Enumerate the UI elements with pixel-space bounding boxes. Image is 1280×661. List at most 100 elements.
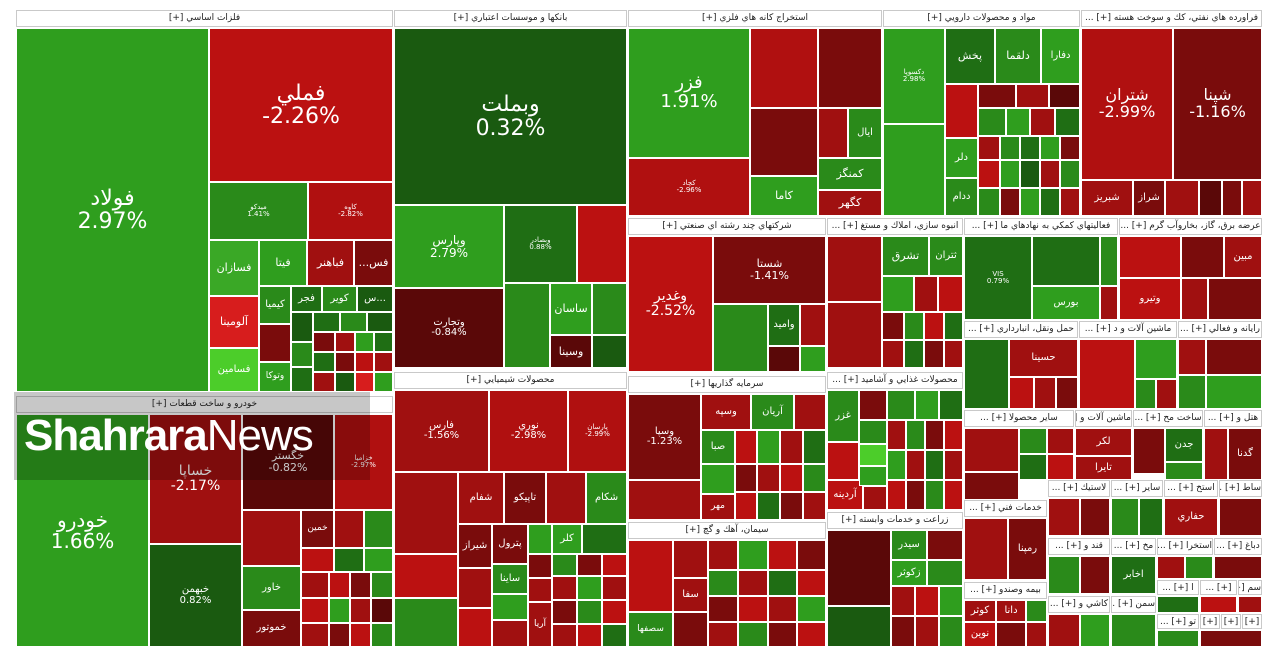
stock-tile[interactable]: وبصادر 0.88% [504,205,577,283]
small-tile[interactable] [1019,454,1047,480]
small-tile[interactable] [1157,556,1185,579]
stock-tile[interactable]: خزاميا -2.97% [334,414,393,510]
small-tile[interactable] [1030,108,1055,136]
small-tile[interactable] [1020,188,1040,216]
sector-header[interactable]: ساط [+] ... [1219,480,1262,497]
small-tile[interactable] [738,622,768,647]
small-tile[interactable] [602,624,627,647]
small-tile[interactable] [738,570,768,596]
small-tile[interactable] [827,530,891,606]
small-tile[interactable] [859,444,887,466]
small-tile[interactable] [818,28,882,108]
stock-tile[interactable]: مبين [1224,236,1262,278]
small-tile[interactable] [552,554,577,576]
small-tile[interactable] [818,108,848,158]
stock-tile[interactable]: ددام [945,178,978,216]
sector-header[interactable]: ماشين آلات و [+] ... [1075,410,1132,427]
stock-tile[interactable]: ميدكو 1.41% [209,182,308,240]
small-tile[interactable] [334,510,364,548]
sector-header[interactable]: [+] [1242,614,1262,629]
small-tile[interactable] [1020,136,1040,160]
sector-header[interactable]: لاستيك [+] ... [1048,480,1110,497]
small-tile[interactable] [768,622,797,647]
small-tile[interactable] [904,312,924,340]
stock-tile[interactable]: شفام [458,472,504,524]
sector-header[interactable]: [+] [1200,614,1220,629]
small-tile[interactable] [1165,180,1199,216]
small-tile[interactable] [1181,236,1224,278]
small-tile[interactable] [394,554,458,598]
stock-tile[interactable]: تاپيكو [504,472,546,524]
small-tile[interactable] [978,160,1000,188]
small-tile[interactable] [1048,556,1080,594]
small-tile[interactable] [458,608,492,647]
stock-tile[interactable]: لكر [1075,428,1132,456]
stock-tile[interactable]: شستا -1.41% [713,236,826,304]
small-tile[interactable] [313,332,335,352]
small-tile[interactable] [1048,498,1080,536]
stock-tile[interactable]: وغدير -2.52% [628,236,713,372]
small-tile[interactable] [996,622,1026,647]
stock-tile[interactable]: شبريز [1081,180,1133,216]
stock-tile[interactable]: كاما [750,176,818,216]
small-tile[interactable] [1242,180,1262,216]
small-tile[interactable] [887,390,915,420]
small-tile[interactable] [859,390,887,420]
small-tile[interactable] [708,622,738,647]
small-tile[interactable] [242,510,301,566]
small-tile[interactable] [904,340,924,368]
small-tile[interactable] [891,586,915,616]
small-tile[interactable] [301,572,329,598]
small-tile[interactable] [924,312,944,340]
stock-tile[interactable]: فسازان [209,240,259,296]
sector-header[interactable]: زراعت و خدمات وابسته [+] [827,512,963,529]
small-tile[interactable] [964,339,1009,409]
small-tile[interactable] [827,302,882,368]
stock-tile[interactable]: دكسوپا 2.98% [883,28,945,124]
small-tile[interactable] [1006,108,1030,136]
small-tile[interactable] [528,578,552,602]
small-tile[interactable] [927,530,963,560]
small-tile[interactable] [367,312,393,332]
small-tile[interactable] [803,464,826,492]
small-tile[interactable] [1040,160,1060,188]
sector-header[interactable]: عرضه برق، گاز، بخاروآب گرم [+] ... [1119,218,1262,235]
small-tile[interactable] [1135,339,1177,379]
small-tile[interactable] [394,598,458,647]
small-tile[interactable] [1040,188,1060,216]
small-tile[interactable] [528,524,552,554]
small-tile[interactable] [1181,278,1208,320]
stock-tile[interactable]: خاور [242,566,301,610]
small-tile[interactable] [964,518,1008,580]
small-tile[interactable] [313,372,335,392]
small-tile[interactable] [291,367,313,392]
small-tile[interactable] [797,596,826,622]
small-tile[interactable] [978,108,1006,136]
small-tile[interactable] [1156,379,1177,409]
small-tile[interactable] [882,276,914,312]
small-tile[interactable] [313,352,335,372]
stock-tile[interactable]: وپارس 2.79% [394,205,504,288]
stock-tile[interactable]: حفاري [1164,498,1218,536]
sector-header[interactable]: استخ [+] ... [1164,480,1218,497]
stock-tile[interactable]: فباهنر [307,240,354,286]
stock-tile[interactable]: جدن [1165,428,1203,462]
small-tile[interactable] [301,623,329,647]
stock-tile[interactable]: بورس [1032,286,1100,320]
small-tile[interactable] [794,394,826,430]
small-tile[interactable] [827,442,859,480]
small-tile[interactable] [735,492,757,520]
small-tile[interactable] [768,596,797,622]
sector-header[interactable]: فراورده هاي نفتي، كك و سوخت هسته [+] ... [1081,10,1262,27]
stock-tile[interactable]: فولاد 2.97% [16,28,209,392]
small-tile[interactable] [964,472,1019,500]
small-tile[interactable] [944,480,963,510]
stock-tile[interactable]: غزر [827,390,859,442]
stock-tile[interactable]: فملي -2.26% [209,28,393,182]
stock-tile[interactable]: شكام [586,472,627,524]
sector-header[interactable]: استخراج كانه هاي فلزي [+] [628,10,882,27]
stock-tile[interactable]: وسينا [550,335,592,368]
small-tile[interactable] [1100,286,1118,320]
small-tile[interactable] [291,342,313,367]
small-tile[interactable] [750,108,818,176]
